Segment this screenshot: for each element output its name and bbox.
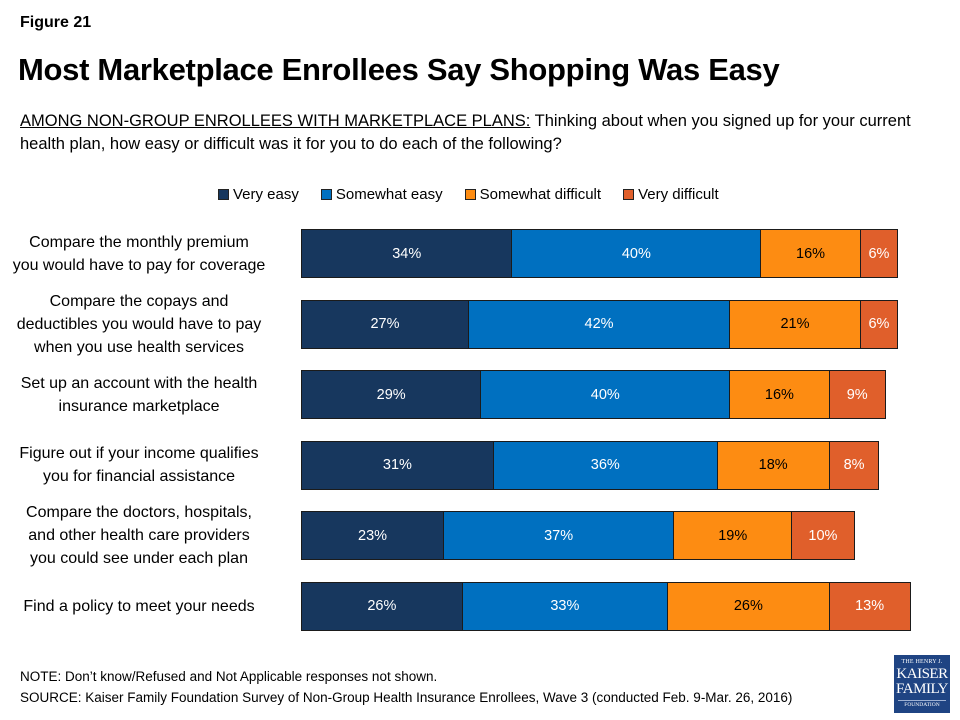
stacked-bar: 31% 36% 18% 8% — [301, 440, 880, 490]
legend-swatch — [623, 189, 635, 200]
bar-segment: 18% — [717, 440, 830, 490]
logo-line-1: THE HENRY J. — [901, 659, 943, 665]
bar-segment: 34% — [301, 229, 513, 278]
bar-segment: 42% — [468, 299, 731, 349]
bar-segment: 36% — [493, 440, 718, 490]
category-label: Set up an account with the health insuran… — [20, 374, 258, 415]
data-label: 26% — [733, 598, 763, 614]
bar-segment: 6% — [860, 229, 899, 278]
legend-swatch — [218, 189, 229, 200]
legend-swatch — [464, 189, 476, 200]
kff-logo: THE HENRY J. KAISER FAMILY FOUNDATION — [894, 655, 950, 713]
category-label: Figure out if your income qualifies you f… — [19, 445, 259, 485]
data-label: 16% — [796, 245, 826, 262]
legend-label: Somewhat difficult — [479, 186, 602, 203]
legend-label: Very difficult — [638, 186, 719, 203]
stacked-bar: 26% 33% 26% 13% — [301, 581, 911, 631]
data-label: 18% — [758, 457, 788, 473]
bar-segment: 16% — [730, 370, 830, 419]
bar-segment: 21% — [730, 299, 861, 349]
bar-segment: 9% — [829, 370, 886, 419]
bar-segment: 40% — [512, 229, 762, 278]
data-label: 6% — [868, 316, 890, 332]
bar-segment: 6% — [860, 299, 899, 349]
chart-title: Most Marketplace Enrollees Say Shopping … — [18, 52, 780, 87]
data-label: 33% — [550, 598, 580, 614]
legend-swatch — [320, 189, 332, 200]
legend-label: Very easy — [233, 186, 299, 203]
chart-subtitle: AMONG NON-GROUP ENROLLEES WITH MARKETPLA… — [20, 110, 920, 156]
logo-line-4: FOUNDATION — [898, 700, 946, 709]
logo-line-3: FAMILY — [896, 681, 948, 697]
footer: NOTE: Don’t know/Refused and Not Applica… — [20, 666, 792, 708]
footer-source: SOURCE: Kaiser Family Foundation Survey … — [20, 690, 793, 705]
data-label: 34% — [392, 245, 422, 262]
data-label: 13% — [855, 598, 885, 614]
bar-segment: 23% — [301, 511, 445, 560]
category-label: Compare the monthly premium you would hav… — [12, 233, 266, 274]
stacked-bar: 23% 37% 19% 10% — [301, 511, 855, 560]
data-label: 16% — [764, 386, 794, 403]
subtitle-lead: AMONG NON-GROUP ENROLLEES WITH MARKETPLA… — [20, 112, 531, 130]
bar-segment: 26% — [667, 581, 830, 631]
data-label: 40% — [590, 386, 620, 403]
bar-segment: 10% — [792, 511, 855, 560]
data-label: 40% — [621, 245, 651, 262]
stacked-bar: 34% 40% 16% 6% — [301, 229, 899, 278]
legend-item: Very difficult — [623, 186, 719, 203]
data-label: 27% — [370, 316, 400, 332]
data-label: 8% — [843, 457, 865, 473]
data-label: 42% — [584, 316, 614, 332]
category-label: Compare the copays and deductibles you wo… — [16, 292, 262, 356]
data-label: 29% — [376, 386, 406, 403]
bar-segment: 19% — [674, 511, 793, 560]
subtitle-question: Thinking about when you signed up for yo… — [20, 112, 911, 153]
stacked-bar: 27% 42% 21% 6% — [301, 299, 899, 349]
data-label: 6% — [868, 245, 890, 262]
stacked-bar: 29% 40% 16% 9% — [301, 370, 886, 419]
bar-segment: 8% — [829, 440, 880, 490]
bar-segment: 29% — [301, 370, 482, 419]
data-label: 10% — [808, 527, 838, 544]
data-label: 23% — [358, 527, 388, 544]
data-label: 37% — [544, 527, 574, 544]
data-label: 31% — [382, 457, 412, 473]
legend-item: Very easy — [218, 186, 299, 203]
data-label: 26% — [367, 598, 397, 614]
logo-line-2: KAISER — [896, 666, 948, 682]
legend-label: Somewhat easy — [335, 186, 443, 203]
data-label: 9% — [846, 386, 868, 403]
category-label: Find a policy to meet your needs — [23, 597, 255, 615]
category-label: Compare the doctors, hospitals, and other… — [26, 504, 252, 567]
bar-segment: 16% — [761, 229, 861, 278]
data-label: 21% — [780, 316, 810, 332]
legend: Very easy Somewhat easy Somewhat difficult… — [218, 186, 719, 203]
legend-item: Somewhat easy — [320, 186, 443, 203]
bar-segment: 27% — [301, 299, 469, 349]
legend-item: Somewhat difficult — [464, 186, 602, 203]
data-label: 36% — [590, 457, 620, 473]
data-label: 19% — [718, 527, 748, 544]
bar-segment: 13% — [829, 581, 911, 631]
footer-note: NOTE: Don’t know/Refused and Not Applica… — [20, 669, 438, 684]
figure-label: Figure 21 — [20, 14, 92, 31]
bar-segment: 26% — [301, 581, 463, 631]
bar-segment: 33% — [462, 581, 668, 631]
bar-segment: 40% — [481, 370, 731, 419]
bar-segment: 31% — [301, 440, 494, 490]
bar-segment: 37% — [444, 511, 675, 560]
